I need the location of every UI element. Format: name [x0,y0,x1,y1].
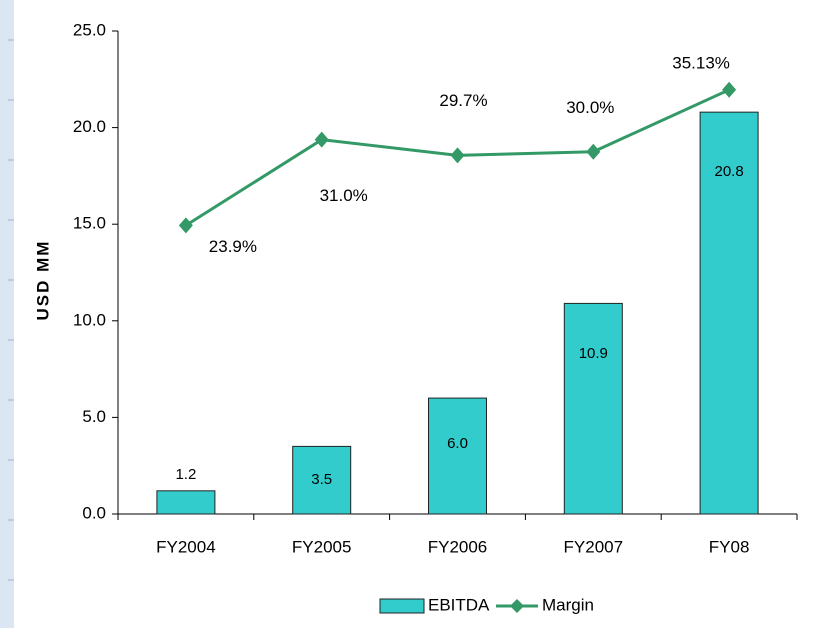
x-tick-label: FY2007 [564,537,624,556]
bar-value-label: 3.5 [311,471,332,488]
side-ruler [8,39,14,581]
marker [586,143,601,160]
side-strip [0,0,14,628]
bar [292,445,352,515]
bar [699,111,759,515]
legend-swatch [379,598,425,614]
line-value-label: 30.0% [566,98,614,117]
bar-value-label: 1.2 [175,466,196,483]
y-tick-label: 25.0 [73,20,106,39]
y-tick-label: 20.0 [73,117,106,136]
y-tick-label: 15.0 [73,214,106,233]
marker [314,131,329,148]
marker [450,147,465,164]
x-tick-label: FY2005 [292,537,352,556]
legend-label: EBITDA [428,595,490,614]
legend-marker [510,599,524,613]
bar [428,397,487,515]
marker [722,81,737,98]
bar-value-label: 6.0 [447,435,468,452]
legend-label: Margin [542,595,594,614]
line-value-label: 29.7% [439,91,487,110]
line-value-label: 35.13% [672,53,730,72]
line-value-label: 23.9% [209,237,257,256]
x-tick-label: FY2004 [156,537,216,556]
x-tick-label: FY08 [709,537,750,556]
bar [563,302,623,515]
y-tick-label: 5.0 [82,407,106,426]
bar [156,490,216,515]
marker [178,217,193,234]
x-tick-label: FY2006 [428,537,488,556]
bar-value-label: 10.9 [579,345,608,362]
line-value-label: 31.0% [320,186,368,205]
y-axis-label: USD MM [33,240,52,321]
y-tick-label: 10.0 [73,310,106,329]
y-tick-label: 0.0 [82,503,106,522]
bar-value-label: 20.8 [714,163,743,180]
